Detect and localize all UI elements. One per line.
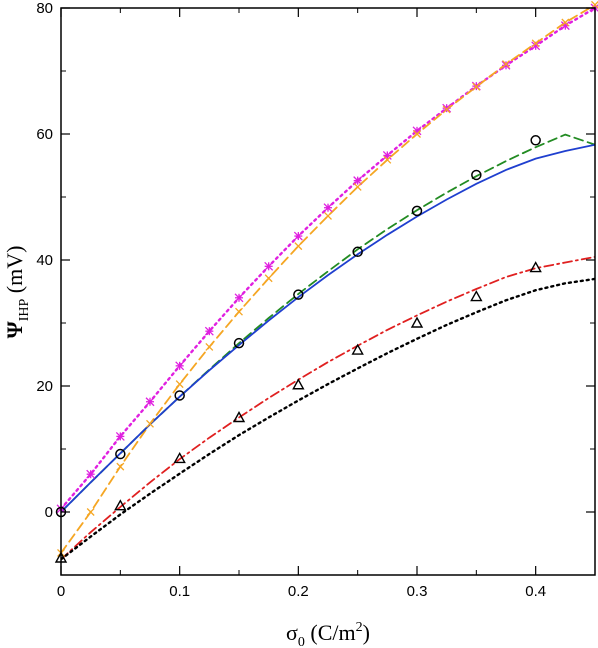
x-marker-stroke <box>502 60 510 69</box>
x-axis-symbol: σ <box>286 620 298 645</box>
x-marker-stroke <box>324 211 332 220</box>
asterisk-marker <box>115 431 125 441</box>
y-axis-title: ΨIHP (mV) <box>2 246 32 339</box>
asterisk-marker <box>293 231 303 241</box>
x-marker <box>591 0 598 9</box>
circle-marker <box>115 448 126 460</box>
tick-layer: 0 0.1 0.2 0.3 0.4 0 20 40 60 80 <box>36 0 596 600</box>
x-tick-label: 0.3 <box>407 583 428 600</box>
x-marker <box>531 39 540 48</box>
triangle-marker <box>114 499 127 511</box>
x-marker <box>413 130 421 138</box>
x-marker <box>353 182 362 191</box>
circle-marker <box>530 135 541 146</box>
triangle-marker <box>232 411 246 423</box>
triangle-marker <box>292 378 305 390</box>
y-axis-unit: (mV) <box>2 246 27 299</box>
y-axis-symbol: Ψ <box>2 320 27 338</box>
asterisk-marker <box>145 397 155 407</box>
marker-layer <box>54 0 598 563</box>
series-line-5 <box>61 277 595 561</box>
triangle-marker <box>410 316 424 328</box>
x-marker-stroke <box>472 82 481 91</box>
x-marker-stroke <box>116 462 125 471</box>
series-line-2 <box>61 133 595 513</box>
x-axis-title: σ0 (C/m2) <box>286 620 370 648</box>
x-marker-stroke <box>561 18 570 27</box>
triangle-marker <box>529 261 542 273</box>
x-marker <box>442 105 451 114</box>
x-marker-stroke <box>235 307 243 316</box>
x-marker <box>502 60 510 69</box>
circle-marker <box>174 390 185 401</box>
x-marker-stroke <box>383 155 392 164</box>
x-marker-stroke <box>353 182 362 191</box>
asterisk-marker <box>204 326 214 336</box>
series-line-4 <box>61 255 595 561</box>
x-marker <box>561 18 570 27</box>
x-marker <box>472 82 481 91</box>
x-marker-stroke <box>146 419 154 428</box>
x-marker <box>146 419 154 428</box>
x-marker-stroke <box>413 130 421 138</box>
x-marker-stroke <box>294 242 303 251</box>
asterisk-marker <box>501 60 511 70</box>
series-line-3 <box>61 143 595 513</box>
circle-marker <box>411 205 423 217</box>
x-marker <box>175 380 184 389</box>
x-marker-stroke <box>175 380 184 389</box>
asterisk-marker <box>234 293 244 303</box>
asterisk-marker <box>86 469 96 479</box>
x-marker <box>264 274 273 283</box>
asterisk-marker <box>442 103 452 113</box>
asterisk-marker <box>323 203 333 213</box>
x-marker-stroke <box>264 274 273 283</box>
triangle-marker <box>470 290 483 302</box>
x-tick-label: 0.1 <box>169 583 190 600</box>
x-marker-stroke <box>205 342 214 351</box>
x-marker <box>116 462 125 471</box>
x-marker <box>205 342 214 351</box>
circle-marker <box>352 246 363 258</box>
x-marker <box>383 155 392 164</box>
x-axis-unit-prefix: (C/m <box>305 620 356 645</box>
x-tick-label: 0.2 <box>288 583 309 600</box>
asterisk-marker <box>382 150 392 160</box>
x-tick-label: 0 <box>57 583 65 600</box>
y-tick-label: 0 <box>45 504 53 521</box>
y-axis-subscript: IHP <box>17 299 32 322</box>
triangle-marker <box>173 452 186 464</box>
x-axis-subscript: 0 <box>298 635 305 648</box>
y-tick-label: 20 <box>36 378 53 395</box>
asterisk-marker <box>264 261 274 271</box>
asterisk-marker <box>175 361 185 371</box>
series-line-1 <box>61 8 592 554</box>
asterisk-marker <box>353 176 363 186</box>
y-tick-label: 40 <box>36 252 53 269</box>
x-marker-stroke <box>531 39 540 48</box>
y-tick-label: 80 <box>36 0 53 17</box>
x-tick-label: 0.4 <box>525 583 546 600</box>
x-axis-unit-superscript: 2 <box>356 620 363 635</box>
x-marker <box>86 508 95 516</box>
x-axis-unit-suffix: ) <box>363 620 370 645</box>
x-marker-stroke <box>442 105 451 114</box>
x-marker <box>324 211 332 220</box>
triangle-marker <box>351 343 364 355</box>
x-marker <box>235 307 243 316</box>
circle-marker <box>293 289 304 300</box>
plot-frame <box>60 7 596 576</box>
circle-marker <box>233 337 245 349</box>
y-tick-label: 60 <box>36 126 53 143</box>
series-layer <box>61 8 595 561</box>
x-marker <box>294 242 303 251</box>
circle-marker <box>471 169 482 181</box>
x-marker-stroke <box>591 0 598 9</box>
x-marker-stroke <box>86 508 95 516</box>
